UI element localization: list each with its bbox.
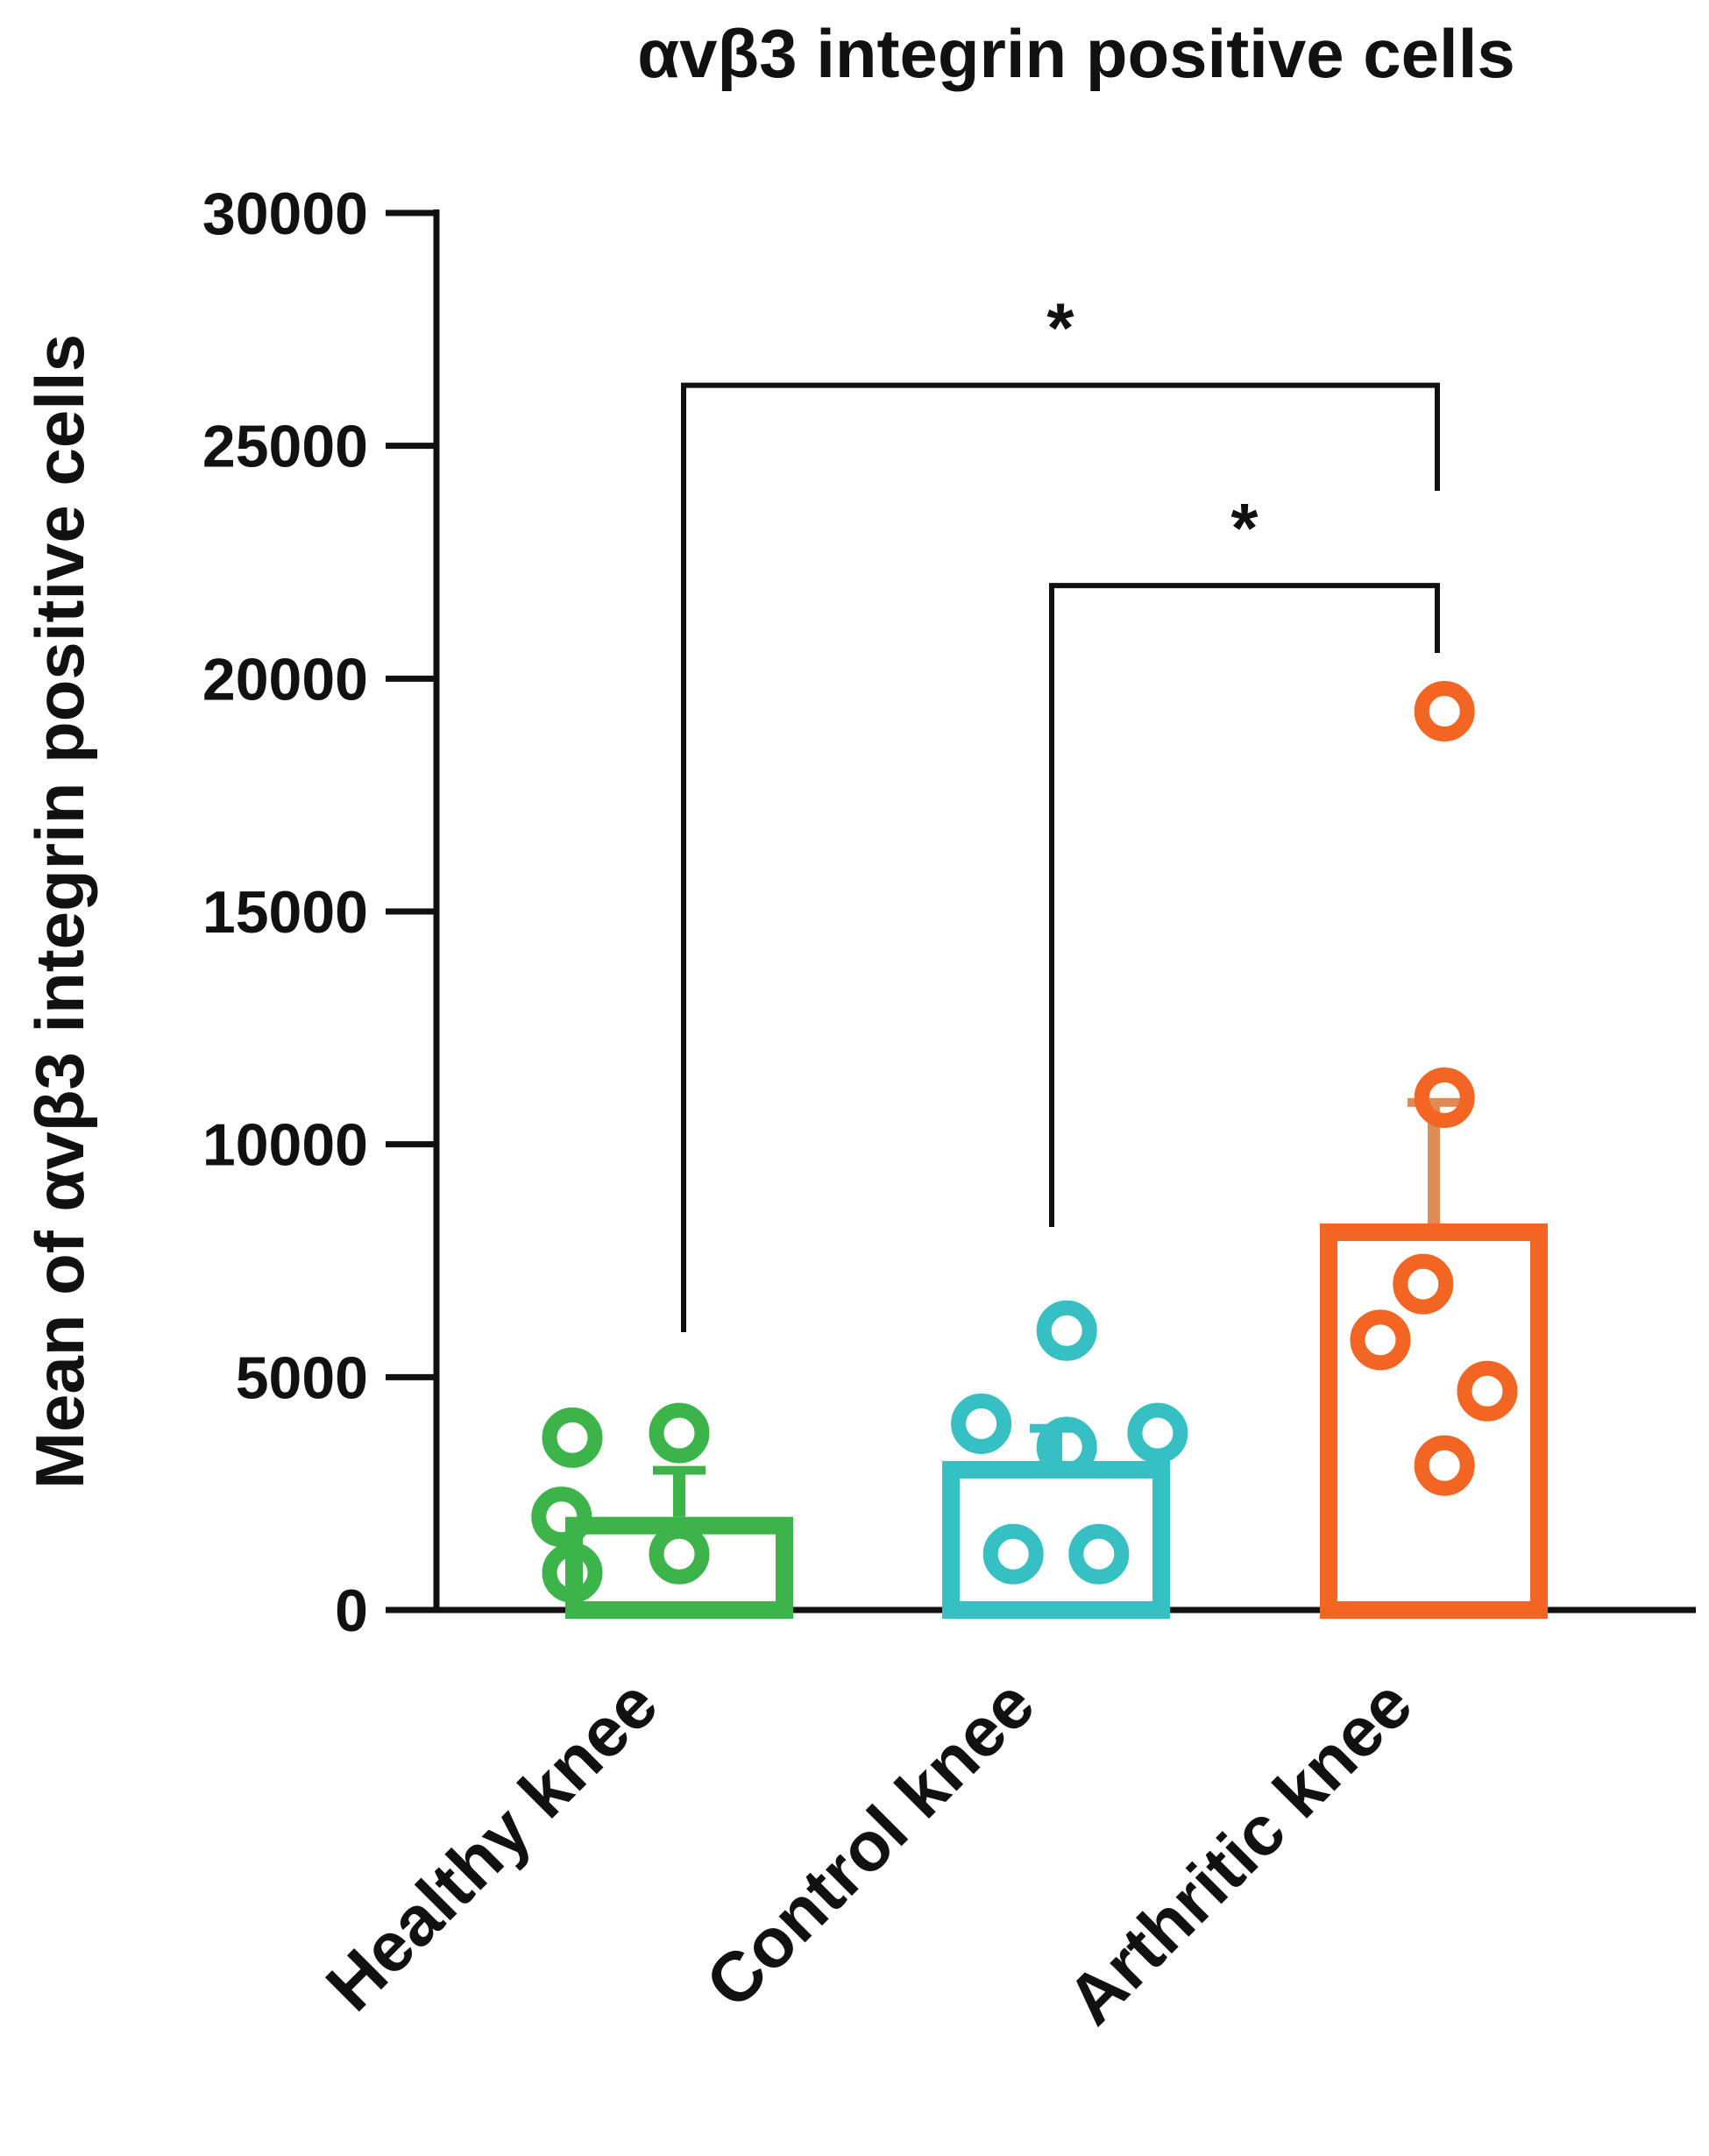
data-point [1457,1360,1518,1422]
data-point [649,1523,710,1585]
data-point [1127,1402,1188,1464]
y-tick-label: 0 [335,1578,368,1644]
x-tick-label: Healthy knee [311,1664,672,2025]
data-point [531,1486,592,1548]
data-point [1414,681,1475,742]
plot-area: 0 5000 10000 15000 20000 25000 30000 Healthy kn… [202,181,1696,2039]
data-point [982,1523,1044,1585]
y-tick-label: 15000 [202,879,368,946]
y-tick-label: 5000 [236,1344,368,1411]
data-point [1393,1253,1454,1315]
x-tick-label: Control knee [691,1664,1049,2023]
significance-bracket [681,382,1440,1332]
data-point [1414,1067,1475,1129]
x-tick-label: Arthritic knee [1052,1664,1427,2039]
data-point [951,1393,1012,1454]
significance-bracket [1049,583,1440,1227]
y-tick-label: 20000 [202,646,368,713]
data-point [542,1542,603,1603]
data-point [1068,1523,1130,1585]
data-point [1414,1435,1475,1496]
data-point [649,1402,710,1464]
data-point [1350,1309,1411,1371]
y-axis-label: Mean of αvβ3 integrin positive cells [21,334,98,1489]
significance-label: * [1046,289,1074,367]
y-tick-label: 25000 [202,414,368,480]
data-point [542,1407,603,1468]
significance-label: * [1230,489,1259,567]
y-tick-label: 30000 [202,181,368,247]
y-tick-label: 10000 [202,1112,368,1179]
bar [1320,1223,1548,1619]
data-point [1036,1416,1097,1478]
chart-title: αvβ3 integrin positive cells [637,15,1515,92]
data-point [1036,1300,1097,1361]
bar [942,1460,1170,1620]
